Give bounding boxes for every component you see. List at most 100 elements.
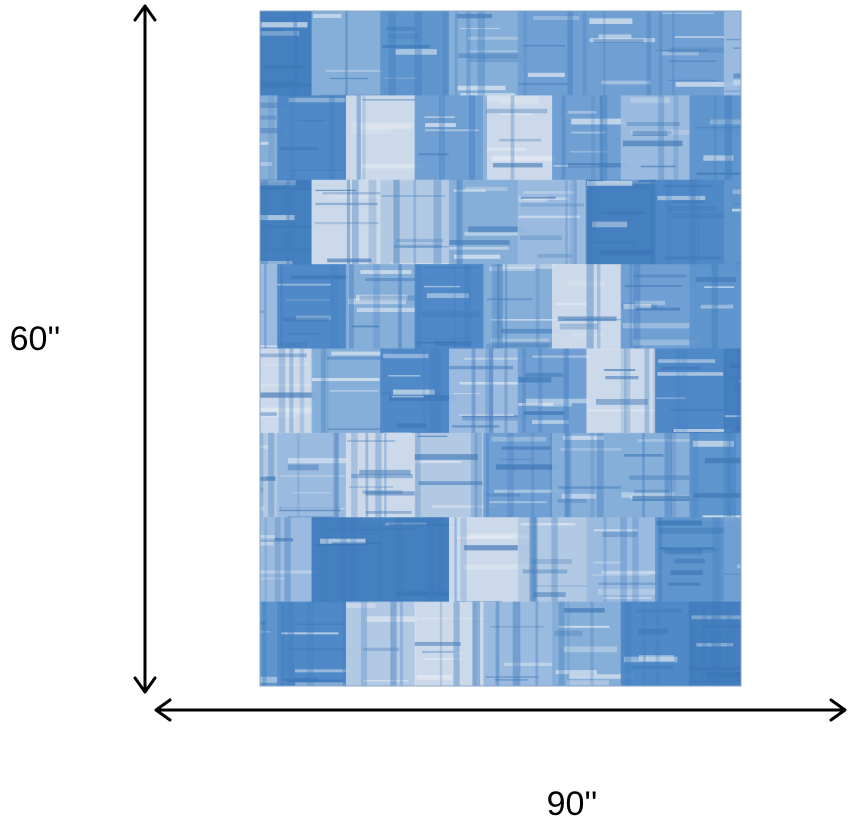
rug-streak <box>604 369 636 371</box>
rug-stripe <box>296 432 300 518</box>
rug-streak <box>601 570 662 575</box>
rug-stripe <box>318 517 327 602</box>
rug-streak <box>260 383 317 387</box>
rug-streak <box>277 283 331 286</box>
rug-streak <box>347 440 396 442</box>
rug-stripe <box>360 601 368 686</box>
rug-streak <box>555 302 587 306</box>
rug-streak <box>288 332 322 335</box>
rug-streak <box>426 652 463 655</box>
rug-streak <box>631 665 674 669</box>
rug-stripe <box>603 517 607 602</box>
rug-streak <box>393 519 444 523</box>
height-arrow <box>133 4 157 694</box>
rug-streak <box>464 357 527 360</box>
rug-streak <box>468 226 527 233</box>
rug-streak <box>667 79 718 81</box>
rug-stripe <box>474 432 482 518</box>
rug-stripe <box>399 601 404 686</box>
rug-streak <box>363 647 400 651</box>
rug-stripe <box>243 11 247 95</box>
rug-streak <box>494 679 528 681</box>
rug-streak <box>624 284 682 287</box>
rug-streak <box>288 97 346 103</box>
rug-streak <box>658 359 716 363</box>
rug-streak <box>424 129 479 132</box>
rug-streak <box>281 632 339 635</box>
rug-stripe <box>485 348 494 433</box>
rug-streak <box>638 655 674 661</box>
rug-streak <box>260 407 314 414</box>
rug-streak <box>179 251 231 257</box>
rug-streak <box>735 425 741 431</box>
rug-stripe <box>659 11 663 96</box>
rug-streak <box>589 38 656 43</box>
rug-stripe <box>767 264 770 348</box>
rug-streak <box>260 215 295 221</box>
rug-streak <box>591 221 628 228</box>
rug-streak <box>531 559 572 564</box>
rug-streak <box>260 345 287 348</box>
rug-stripe <box>535 264 540 349</box>
rug-streak <box>532 355 592 358</box>
rug-stripe <box>345 11 348 96</box>
rug-streak <box>491 436 547 442</box>
rug-streak <box>638 628 668 635</box>
rug-streak <box>174 361 226 365</box>
rug-streak <box>315 202 378 206</box>
rug-streak <box>561 493 596 499</box>
rug-stripe <box>563 348 569 433</box>
rug-streak <box>693 493 741 498</box>
arrow-head <box>133 4 157 22</box>
rug-streak <box>570 150 607 153</box>
rug-stripe <box>529 517 536 602</box>
rug-streak <box>486 493 521 497</box>
rug-stripe <box>351 432 358 518</box>
rug-streak <box>498 458 533 461</box>
rug-streak <box>462 415 530 421</box>
rug-streak <box>668 60 717 62</box>
rug-stripe <box>342 601 349 686</box>
rug-streak <box>280 507 345 510</box>
rug-streak <box>383 77 418 79</box>
rug-streak <box>733 79 741 86</box>
rug-stripe <box>429 348 436 433</box>
rug-streak <box>422 650 455 654</box>
rug-streak <box>499 138 542 142</box>
rug-streak <box>733 73 741 79</box>
rug-streak <box>260 102 289 109</box>
rug <box>174 11 828 686</box>
rug-streak <box>327 258 372 263</box>
rug-streak <box>330 529 383 531</box>
rug-patch <box>448 517 519 603</box>
rug-patch <box>517 11 588 97</box>
rug-stripe <box>510 95 515 180</box>
rug-patch <box>311 517 382 603</box>
rug-streak <box>295 682 346 686</box>
rug-streak <box>180 382 219 388</box>
rug-patch <box>586 348 657 434</box>
rug-stripe <box>736 348 741 433</box>
rug-streak <box>179 21 225 25</box>
rug-streak <box>493 163 543 168</box>
rug-streak <box>382 45 430 49</box>
rug-streak <box>733 47 741 49</box>
rug-stripe <box>210 264 213 348</box>
rug-streak <box>178 92 223 96</box>
rug-patch <box>414 95 485 181</box>
rug-streak <box>260 187 317 190</box>
rug-stripe <box>335 432 338 518</box>
rug-stripe <box>681 348 688 433</box>
rug-streak <box>668 205 718 212</box>
rug-stripe <box>299 348 305 433</box>
rug-patch <box>758 95 828 180</box>
rug-patch <box>689 432 741 519</box>
rug-stripe <box>711 264 718 349</box>
rug-streak <box>626 122 680 126</box>
rug-streak <box>260 685 267 686</box>
rug-streak <box>632 130 668 136</box>
rug-patch <box>414 432 485 519</box>
rug-streak <box>260 535 275 541</box>
rug-stripe <box>468 95 476 180</box>
rug-stripe <box>471 601 477 686</box>
